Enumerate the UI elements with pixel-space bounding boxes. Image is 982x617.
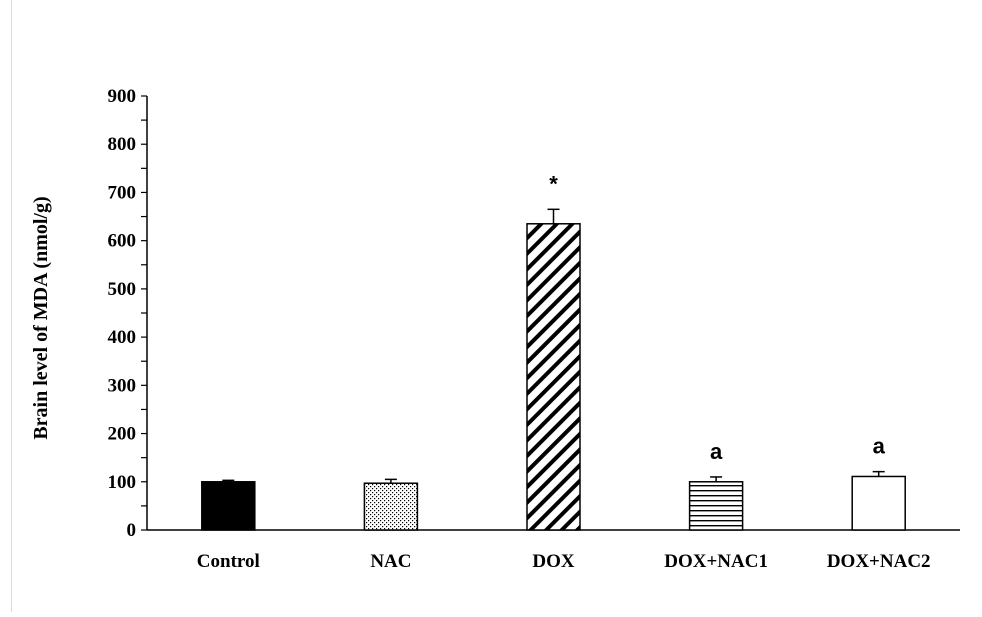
x-tick-label: Control: [197, 551, 260, 572]
x-tick-label: NAC: [370, 551, 411, 572]
y-tick-label: 500: [108, 279, 137, 300]
y-axis-label: Brain level of MDA (nmol/g): [30, 196, 52, 439]
labels: Control NAC DOX * DOX+NAC1 a DOX+NAC2 a: [197, 171, 931, 572]
y-tick-label: 300: [108, 375, 137, 396]
axes: 0 100 200 300 400 500 600 700 800 900 Brain level …: [30, 86, 960, 541]
bar-control: [201, 481, 256, 531]
y-tick-label: 0: [127, 520, 137, 541]
bar-dox: [526, 223, 581, 531]
significance-mark: a: [873, 434, 886, 459]
y-tick-label: 800: [108, 134, 137, 155]
bar-dox-nac2: [851, 475, 906, 531]
y-tick-label: 900: [108, 86, 137, 107]
y-tick-label: 400: [108, 327, 137, 348]
y-tick-label: 700: [108, 182, 137, 203]
bar-dox-nac1: [688, 481, 744, 531]
significance-mark: a: [710, 439, 723, 464]
y-tick-label: 100: [108, 472, 137, 493]
x-tick-label: DOX+NAC2: [827, 551, 931, 572]
y-tick-label: 600: [108, 231, 137, 252]
bars: [201, 208, 906, 531]
bar-nac: [363, 482, 419, 531]
y-tick-label: 200: [108, 424, 137, 445]
x-tick-label: DOX: [532, 551, 575, 572]
page-edge-rule: [11, 0, 12, 612]
significance-mark: *: [549, 171, 558, 196]
x-tick-label: DOX+NAC1: [664, 551, 768, 572]
